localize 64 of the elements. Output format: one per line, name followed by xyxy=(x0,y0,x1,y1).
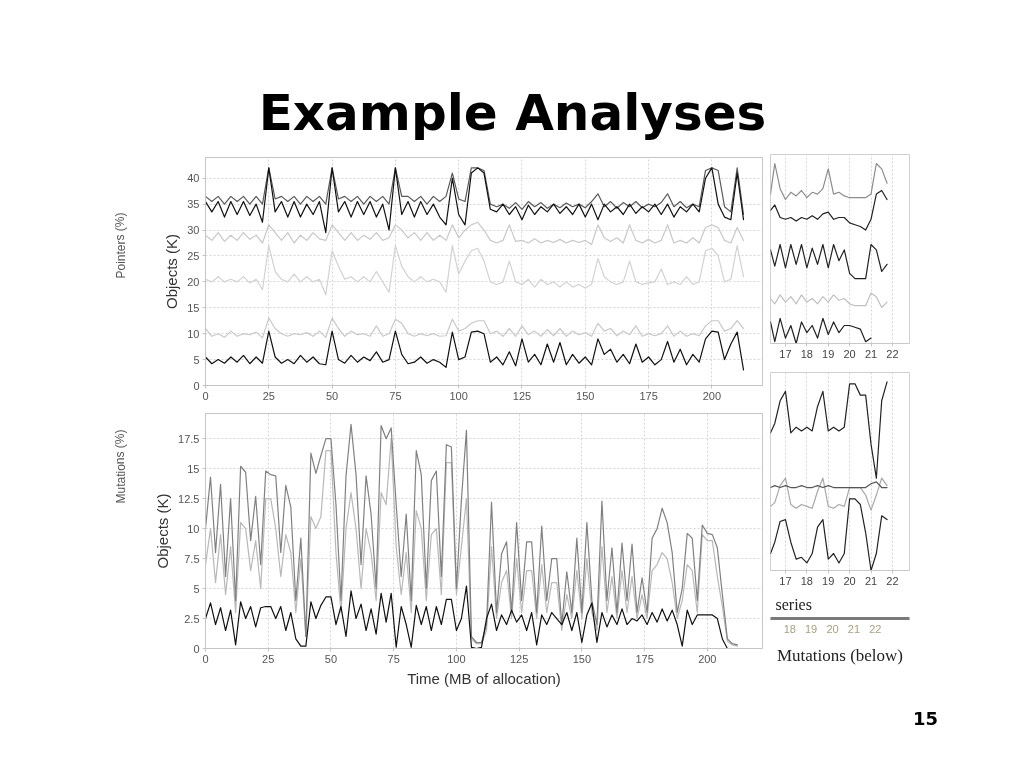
y-tick-label: 40 xyxy=(187,172,200,185)
y-tick-label: 15 xyxy=(187,301,200,314)
x-axis-title: Time (MB of allocation) xyxy=(407,669,561,687)
chart-title: Example Analyses xyxy=(258,83,767,142)
x2-tick-label: 20 xyxy=(826,622,839,635)
y-tick-label: 5 xyxy=(193,582,200,595)
x-tick-label: 21 xyxy=(864,574,878,587)
y-tick-label: 7.5 xyxy=(184,552,200,565)
x-tick-label: 200 xyxy=(698,652,717,665)
x-tick-label: 25 xyxy=(262,389,275,402)
text: Mutations (below) xyxy=(776,645,904,665)
x-tick-label: 21 xyxy=(864,347,878,360)
text: series xyxy=(775,595,812,613)
y-axis-title: Objects (K) xyxy=(163,233,181,310)
line-series xyxy=(205,167,745,216)
x-tick-label: 175 xyxy=(635,652,654,665)
x-tick-label: 125 xyxy=(509,652,529,665)
text: Mutations (%) xyxy=(113,429,128,504)
x2-tick-label: 19 xyxy=(805,622,818,635)
line-series xyxy=(205,330,745,371)
x2-tick-label: 18 xyxy=(783,622,796,635)
y-tick-label: 5 xyxy=(193,353,200,366)
x-tick-label: 50 xyxy=(324,652,338,665)
text: Pointers (%) xyxy=(113,212,128,279)
x-tick-label: 18 xyxy=(800,347,813,360)
x-tick-label: 150 xyxy=(576,389,595,402)
x-tick-label: 0 xyxy=(202,389,209,402)
y-tick-label: 35 xyxy=(187,198,200,211)
y-tick-label: 10 xyxy=(187,522,200,535)
x-tick-label: 200 xyxy=(702,389,722,402)
x-tick-label: 25 xyxy=(262,652,275,665)
x-tick-label: 17 xyxy=(779,347,792,360)
x-tick-label: 20 xyxy=(843,347,856,360)
x-tick-label: 100 xyxy=(449,389,468,402)
x-tick-label: 22 xyxy=(886,347,899,360)
x-tick-label: 75 xyxy=(389,389,402,402)
y-tick-label: 12.5 xyxy=(178,492,200,505)
x2-tick-label: 21 xyxy=(847,622,861,635)
y-tick-label: 0 xyxy=(193,379,200,392)
x-tick-label: 19 xyxy=(822,574,835,587)
x-tick-label: 18 xyxy=(800,574,813,587)
y-tick-label: 20 xyxy=(187,275,200,288)
y-axis-title: Objects (K) xyxy=(154,493,172,569)
x-tick-label: 17 xyxy=(779,574,792,587)
x-tick-label: 150 xyxy=(572,652,592,665)
x-tick-label: 19 xyxy=(822,347,835,360)
x-tick-label: 0 xyxy=(202,652,209,665)
x-tick-label: 100 xyxy=(447,652,466,665)
x-tick-label: 22 xyxy=(886,574,899,587)
y-tick-label: 15 xyxy=(187,462,200,475)
y-tick-label: 25 xyxy=(187,249,200,262)
line-series xyxy=(205,167,745,234)
y-tick-label: 2.5 xyxy=(184,612,200,625)
text: 15 xyxy=(912,708,939,729)
y-tick-label: 0 xyxy=(193,642,200,655)
x-tick-label: 175 xyxy=(639,389,658,402)
x-tick-label: 20 xyxy=(843,574,856,587)
x2-tick-label: 22 xyxy=(869,622,882,635)
y-tick-label: 30 xyxy=(187,224,200,237)
x-tick-label: 50 xyxy=(325,389,339,402)
x-tick-label: 75 xyxy=(387,652,400,665)
y-tick-label: 10 xyxy=(187,327,200,340)
x-tick-label: 125 xyxy=(512,389,532,402)
y-tick-label: 17.5 xyxy=(178,432,200,445)
